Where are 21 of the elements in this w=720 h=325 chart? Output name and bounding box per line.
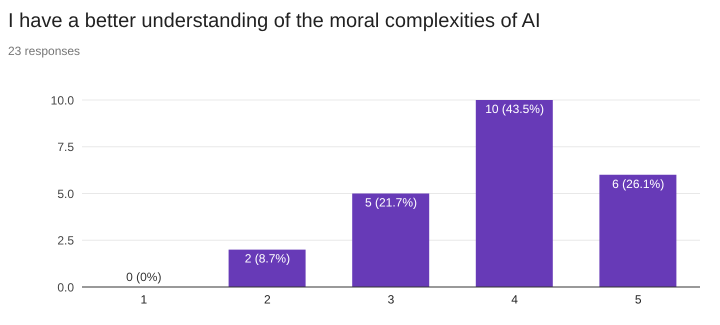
y-tick-label: 2.5 bbox=[57, 234, 74, 248]
bar bbox=[599, 174, 676, 287]
x-tick-label: 2 bbox=[264, 292, 272, 307]
data-label: 2 (8.7%) bbox=[244, 252, 290, 266]
x-tick-label: 3 bbox=[388, 292, 395, 307]
chart-subtitle: 23 responses bbox=[8, 44, 80, 58]
data-label: 0 (0%) bbox=[126, 270, 162, 284]
chart-title: I have a better understanding of the moral complexities of AI bbox=[8, 10, 541, 33]
x-tick-label: 5 bbox=[634, 292, 642, 307]
data-label: 5 (21.7%) bbox=[364, 196, 418, 210]
y-tick-label: 5.0 bbox=[57, 186, 74, 201]
x-tick-label: 4 bbox=[511, 292, 518, 307]
y-tick-label: 7.5 bbox=[57, 140, 74, 154]
x-tick-label: 1 bbox=[140, 292, 148, 307]
y-tick-label: 0.0 bbox=[57, 280, 74, 294]
bar bbox=[228, 250, 306, 287]
bar bbox=[352, 194, 430, 287]
bar bbox=[476, 100, 553, 287]
data-label: 6 (26.1%) bbox=[612, 176, 664, 191]
y-tick-label: 10.0 bbox=[50, 93, 74, 108]
data-label: 10 (43.5%) bbox=[485, 102, 544, 116]
